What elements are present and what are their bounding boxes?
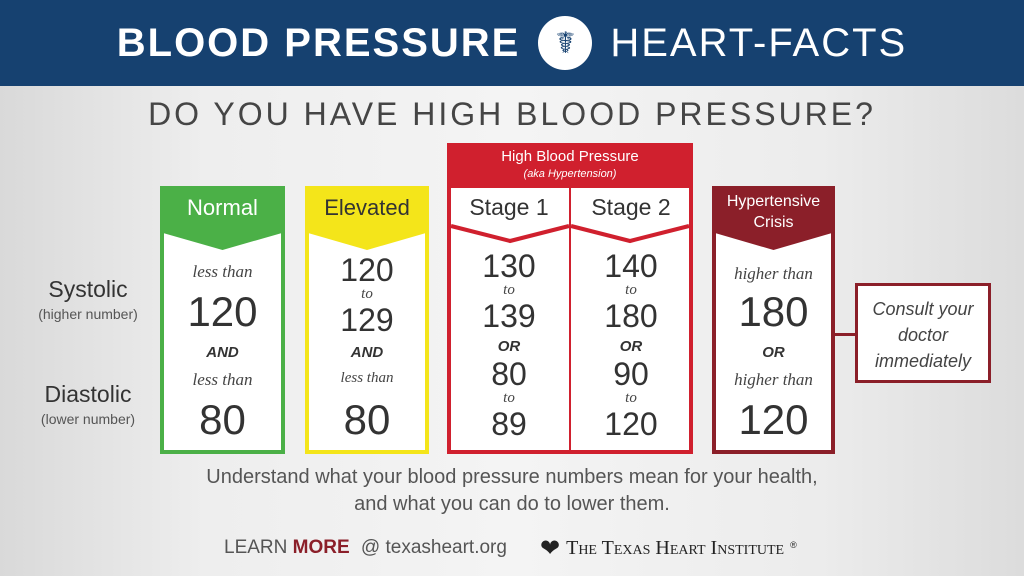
stage2-join: OR [619, 338, 643, 355]
crisis-diastolic-value: 120 [738, 396, 809, 443]
diastolic-sublabel: (lower number) [40, 411, 136, 427]
learn-text: LEARN [224, 537, 288, 558]
stage1-diastolic-high: 89 [491, 406, 527, 442]
stage1-to: to [503, 282, 515, 298]
normal-diastolic-qualifier: less than [192, 370, 253, 389]
elevated-diastolic-value: 80 [343, 396, 391, 443]
texas-heart-logo: ❤ The Texas Heart Institute ® [540, 534, 797, 563]
stage1-systolic-low: 130 [482, 248, 536, 284]
diastolic-label: Diastolic [44, 381, 132, 407]
systolic-label: Systolic [48, 276, 128, 302]
heart-logo-icon: ❤ [540, 535, 561, 562]
crisis-systolic-qualifier: higher than [734, 264, 813, 283]
stage1-diastolic-low: 80 [491, 356, 527, 392]
stage2-systolic-low: 140 [604, 248, 658, 284]
page-question: DO YOU HAVE HIGH BLOOD PRESSURE? [148, 96, 876, 132]
org-name: The Texas Heart Institute [566, 537, 785, 559]
stage1-header: Stage 1 [469, 194, 549, 220]
high-bp-group: High Blood Pressure (aka Hypertension) S… [447, 143, 693, 454]
stage2-chevron [571, 224, 689, 244]
stage1-systolic-high: 139 [482, 298, 536, 334]
stage2-header: Stage 2 [591, 194, 671, 220]
elevated-column: Elevated 120 to 129 AND less than 80 [305, 186, 429, 454]
high-bp-title: High Blood Pressure [501, 148, 639, 165]
normal-header: Normal [160, 186, 285, 250]
consult-line-1: Consult your [872, 299, 974, 319]
elevated-header: Elevated [305, 186, 429, 250]
consult-line-3: immediately [874, 351, 972, 371]
stethoscope-gauge-icon: ☤ [538, 16, 593, 70]
stage2-diastolic-high: 120 [604, 406, 658, 442]
footer-text-1: Understand what your blood pressure numb… [206, 466, 818, 488]
more-text: MORE [292, 537, 350, 558]
elevated-diastolic-qualifier: less than [340, 370, 394, 386]
elevated-to: to [361, 286, 373, 302]
normal-systolic-value: 120 [187, 288, 258, 335]
elevated-systolic-high: 129 [340, 302, 394, 338]
normal-join: AND [206, 344, 239, 361]
header-banner: BLOOD PRESSURE ☤ HEART-FACTS [0, 0, 1024, 86]
consult-line-2: doctor [897, 325, 949, 345]
crisis-join: OR [762, 344, 785, 361]
stage2-systolic-high: 180 [604, 298, 658, 334]
elevated-systolic-low: 120 [340, 252, 394, 288]
stage2-to-2: to [625, 390, 637, 406]
normal-diastolic-value: 80 [199, 396, 246, 443]
header-title-bold: BLOOD PRESSURE [116, 20, 521, 65]
stage2-diastolic-low: 90 [613, 356, 649, 392]
stage1-chevron [451, 224, 569, 244]
stage1-join: OR [497, 338, 521, 355]
stage2-column: Stage 2 140 to 180 OR 90 to 120 [569, 186, 693, 454]
footer-text-2: and what you can do to lower them. [354, 493, 670, 515]
elevated-join: AND [350, 344, 384, 361]
consult-connector [835, 333, 856, 336]
crisis-header: Hypertensive Crisis [712, 186, 835, 250]
stage1-to-2: to [503, 390, 515, 406]
site-text: @ texasheart.org [360, 537, 507, 558]
learn-more-link[interactable]: LEARN MORE @ texasheart.org [224, 537, 507, 559]
header-title-light: HEART-FACTS [610, 20, 908, 65]
crisis-column: Hypertensive Crisis higher than 180 OR h… [712, 186, 835, 454]
stage2-to: to [625, 282, 637, 298]
crisis-label-2: Crisis [753, 214, 794, 231]
normal-column: Normal less than 120 AND less than 80 [160, 186, 285, 454]
crisis-systolic-value: 180 [738, 288, 809, 335]
systolic-sublabel: (higher number) [38, 306, 138, 322]
high-bp-subtitle: (aka Hypertension) [523, 168, 617, 180]
stage1-column: Stage 1 130 to 139 OR 80 to 89 [447, 186, 571, 454]
crisis-diastolic-qualifier: higher than [734, 370, 813, 389]
registered-mark: ® [790, 539, 797, 550]
crisis-label-1: Hypertensive [726, 193, 821, 210]
consult-box: Consult your doctor immediately [855, 283, 991, 383]
normal-systolic-qualifier: less than [192, 262, 253, 281]
